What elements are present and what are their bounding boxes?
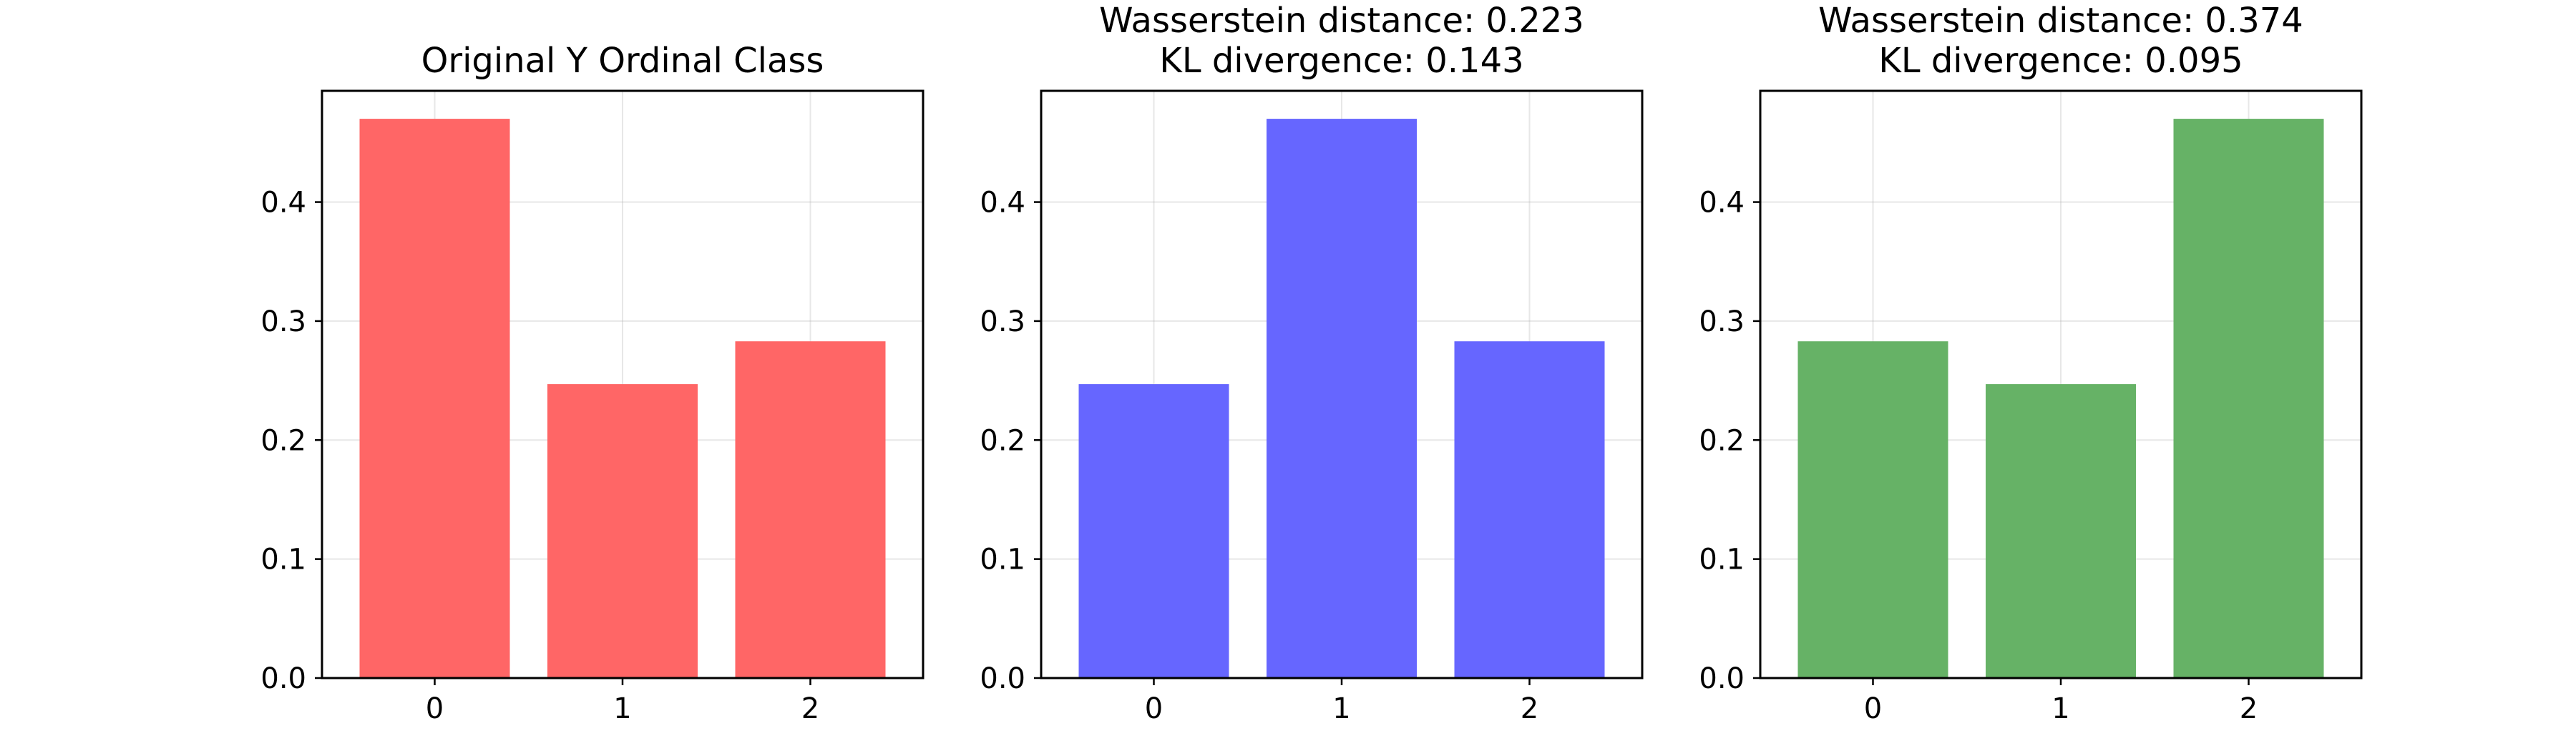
bar-1 xyxy=(547,384,698,678)
chart-title-line: Original Y Ordinal Class xyxy=(421,41,824,81)
x-tick-label: 2 xyxy=(801,692,819,725)
bar-1 xyxy=(1267,119,1417,679)
bar-0 xyxy=(1797,341,1948,678)
y-tick-label: 0.0 xyxy=(1699,662,1745,695)
bar-2 xyxy=(1454,341,1605,678)
bar-1 xyxy=(1986,384,2136,678)
chart-title-line: KL divergence: 0.095 xyxy=(1878,41,2243,81)
bar-2 xyxy=(735,341,886,678)
chart-title-line: Wasserstein distance: 0.374 xyxy=(1818,1,2303,41)
chart-title-line: Wasserstein distance: 0.223 xyxy=(1099,1,1584,41)
chart-title-line: KL divergence: 0.143 xyxy=(1159,41,1523,81)
y-tick-label: 0.1 xyxy=(1699,544,1745,576)
x-tick-label: 0 xyxy=(1145,692,1163,725)
y-tick-label: 0.3 xyxy=(980,305,1025,338)
y-tick-label: 0.4 xyxy=(1699,187,1745,220)
bar-2 xyxy=(2173,119,2324,679)
y-tick-label: 0.2 xyxy=(980,424,1025,457)
chart-panel-2: 0.0 0.1 0.2 0.3 0.4 0 1 2 Wasserstein distance: … xyxy=(980,1,1644,725)
chart-panel-1: 0.0 0.1 0.2 0.3 0.4 0 1 2 Original Y Ordinal Cla… xyxy=(260,41,924,725)
x-tick-label: 1 xyxy=(2051,692,2069,725)
x-tick-label: 1 xyxy=(1332,692,1350,725)
y-tick-label: 0.0 xyxy=(260,662,306,695)
y-tick-label: 0.2 xyxy=(1699,424,1745,457)
x-tick-label: 2 xyxy=(2240,692,2258,725)
y-tick-label: 0.3 xyxy=(260,305,306,338)
y-tick-label: 0.1 xyxy=(260,544,306,576)
y-tick-label: 0.0 xyxy=(980,662,1025,695)
y-tick-label: 0.4 xyxy=(980,187,1025,220)
y-tick-label: 0.2 xyxy=(260,424,306,457)
x-tick-label: 0 xyxy=(1864,692,1882,725)
chart-panel-3: 0.0 0.1 0.2 0.3 0.4 0 1 2 Wasserstein distance: … xyxy=(1699,1,2363,725)
x-tick-label: 0 xyxy=(426,692,444,725)
bar-0 xyxy=(1078,384,1229,678)
x-tick-label: 2 xyxy=(1521,692,1538,725)
y-tick-label: 0.4 xyxy=(260,187,306,220)
y-tick-label: 0.1 xyxy=(980,544,1025,576)
y-tick-label: 0.3 xyxy=(1699,305,1745,338)
x-tick-label: 1 xyxy=(613,692,631,725)
bar-0 xyxy=(359,119,510,679)
